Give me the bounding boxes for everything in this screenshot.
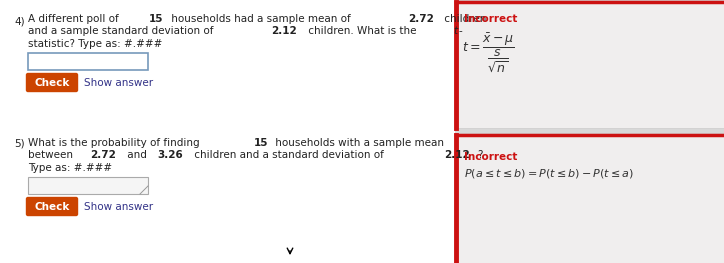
Text: 3.26: 3.26 [157,150,183,160]
Text: children and a standard deviation of: children and a standard deviation of [190,150,387,160]
Text: and a sample standard deviation of: and a sample standard deviation of [28,27,216,37]
Text: $P(a \leq t \leq b) = P(t \leq b) - P(t \leq a)$: $P(a \leq t \leq b) = P(t \leq b) - P(t … [464,167,634,180]
Text: 5): 5) [14,138,25,148]
Text: children: children [442,14,487,24]
Text: 15: 15 [253,138,268,148]
Text: 2.72: 2.72 [90,150,116,160]
Bar [456,0,724,128]
Text: $\mathit{t} = \dfrac{\bar{x} - \mu}{\dfrac{s}{\sqrt{n}}}$: $\mathit{t} = \dfrac{\bar{x} - \mu}{\dfr… [462,32,515,74]
Bar [456,133,724,263]
Text: A different poll of: A different poll of [28,14,122,24]
Text: between: between [28,150,76,160]
Text: Check: Check [34,78,70,88]
Text: Incorrect: Incorrect [464,152,518,162]
Text: 2.12: 2.12 [272,27,298,37]
Text: households had a sample mean of: households had a sample mean of [168,14,354,24]
Text: households with a sample mean: households with a sample mean [272,138,445,148]
Text: What is the probability of finding: What is the probability of finding [28,138,203,148]
Bar [28,53,148,70]
FancyBboxPatch shape [27,198,77,215]
Text: and: and [124,150,150,160]
Text: children. What is the: children. What is the [305,27,419,37]
Text: t: t [452,27,457,37]
Text: 15: 15 [149,14,164,24]
Text: Show answer: Show answer [84,201,153,211]
Text: 2.12: 2.12 [444,150,469,160]
Text: Show answer: Show answer [84,78,153,88]
Text: statistic? Type as: #.###: statistic? Type as: #.### [28,39,162,49]
FancyBboxPatch shape [27,73,77,92]
Text: -: - [458,27,462,37]
Text: Type as: #.###: Type as: #.### [28,163,112,173]
Text: 2.72: 2.72 [408,14,434,24]
Bar [28,177,148,194]
Text: Incorrect: Incorrect [464,14,518,24]
Text: Check: Check [34,201,70,211]
Bar [0,0,455,263]
Text: 4): 4) [14,17,25,27]
Text: ?: ? [477,150,482,160]
